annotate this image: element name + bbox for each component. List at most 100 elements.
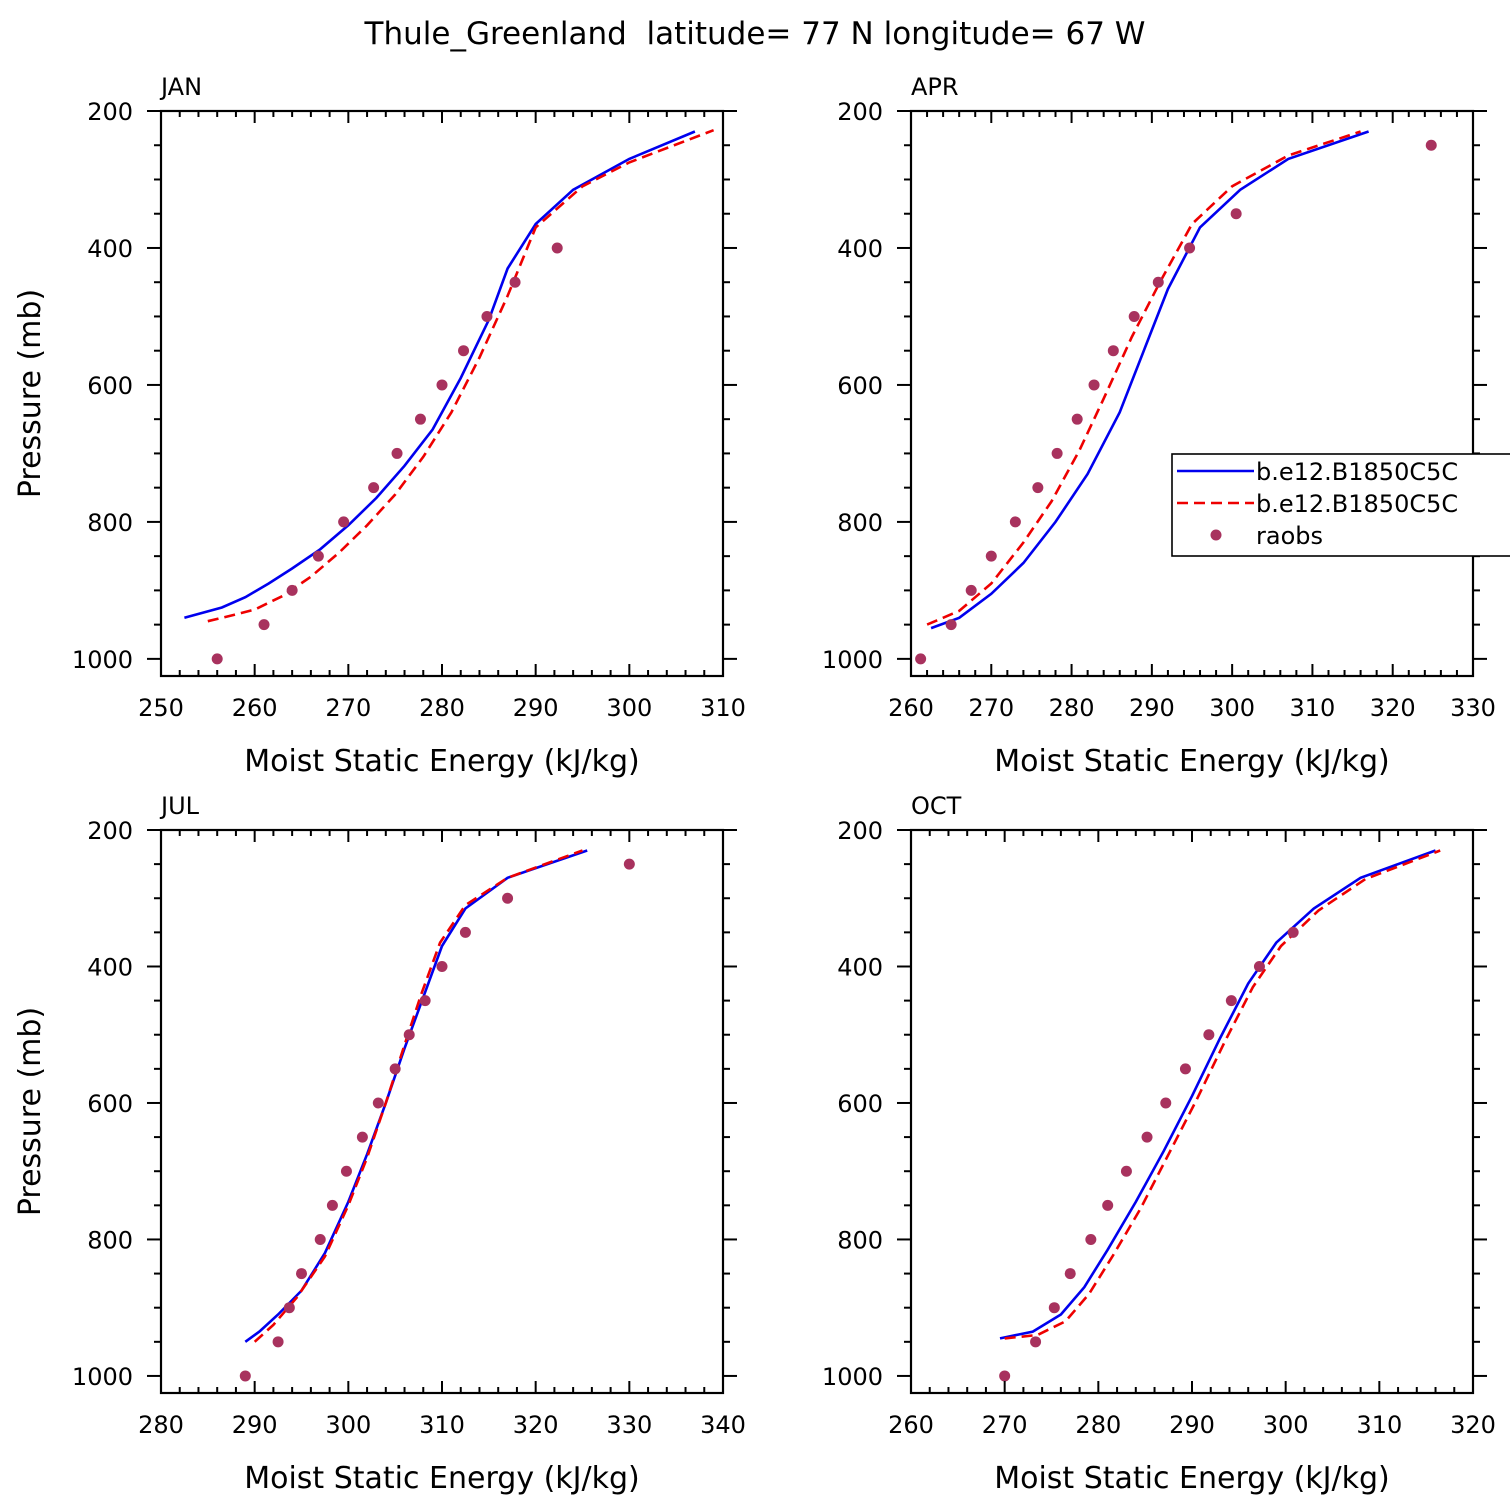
raobs-point (372, 1097, 384, 1109)
raobs-point (1048, 1302, 1060, 1314)
y-tick-label: 400 (837, 235, 883, 263)
raobs-point (391, 447, 403, 459)
y-tick-label: 400 (87, 235, 133, 263)
raobs-markers (999, 926, 1299, 1382)
panel-jan: JAN 250 260 270 280 290 300 310 200 400 600 800 1000… (13, 73, 746, 779)
y-tick-label: 200 (837, 98, 883, 126)
raobs-point (502, 892, 514, 904)
raobs-point (481, 310, 493, 322)
model-line-dashed (207, 128, 715, 623)
raobs-point (1425, 139, 1437, 151)
raobs-point (338, 516, 350, 528)
x-tick-label: 280 (138, 1411, 184, 1439)
y-tick-label: 600 (837, 1090, 883, 1118)
x-tick-label: 290 (232, 1411, 278, 1439)
x-tick-label: 300 (1209, 694, 1255, 722)
raobs-point (326, 1199, 338, 1211)
raobs-point (1107, 345, 1119, 357)
raobs-point (1230, 208, 1242, 220)
x-tick-label: 300 (606, 694, 652, 722)
legend-label: b.e12.B1850C5C (1256, 458, 1458, 486)
raobs-point (1051, 447, 1063, 459)
raobs-point (551, 242, 563, 254)
raobs-point (915, 653, 927, 665)
raobs-point (1253, 960, 1265, 972)
model-line-solid (184, 130, 696, 620)
x-tick-label: 270 (982, 1411, 1028, 1439)
raobs-point (314, 1233, 326, 1245)
raobs-point (1085, 1233, 1097, 1245)
raobs-point (414, 413, 426, 425)
y-tick-label: 400 (87, 953, 133, 981)
y-tick-label: 200 (837, 817, 883, 845)
x-tick-label: 310 (419, 1411, 465, 1439)
panel-label: OCT (911, 792, 962, 820)
raobs-point (1152, 276, 1164, 288)
panels: JAN 250 260 270 280 290 300 310 200 400 600 800 1000… (13, 73, 1496, 1496)
legend: b.e12.B1850C5C b.e12.B1850C5C raobs (1171, 453, 1510, 557)
raobs-point (403, 1029, 415, 1041)
plot-frame (909, 109, 1475, 678)
raobs-point (1009, 516, 1021, 528)
x-axis-label: Moist Static Energy (kJ/kg) (994, 744, 1390, 779)
raobs-point (286, 584, 298, 596)
raobs-markers (211, 242, 563, 665)
y-axis-label: Pressure (mb) (13, 1007, 48, 1216)
x-axis-label: Moist Static Energy (kJ/kg) (244, 744, 640, 779)
y-tick-label: 400 (837, 953, 883, 981)
x-tick-label: 320 (1370, 694, 1416, 722)
raobs-point (1160, 1097, 1172, 1109)
raobs-point (1128, 310, 1140, 322)
raobs-point (458, 345, 470, 357)
raobs-point (211, 653, 223, 665)
raobs-point (965, 584, 977, 596)
panel-label: APR (911, 73, 959, 101)
legend-marker (1210, 529, 1222, 541)
raobs-point (239, 1370, 251, 1382)
raobs-point (999, 1370, 1011, 1382)
raobs-point (258, 619, 270, 631)
raobs-point (1225, 995, 1237, 1007)
figure-title: Thule_Greenland latitude= 77 N longitude… (364, 16, 1146, 52)
x-tick-label: 260 (888, 694, 934, 722)
panel-oct: OCT 260 270 280 290 300 310 320 200 400 600 800 1000… (822, 792, 1496, 1496)
raobs-point (1102, 1199, 1114, 1211)
x-tick-label: 310 (1356, 1411, 1402, 1439)
raobs-point (1184, 242, 1196, 254)
raobs-point (436, 379, 448, 391)
raobs-point (509, 276, 521, 288)
panel-label: JUL (159, 792, 200, 820)
x-tick-label: 290 (513, 694, 559, 722)
x-tick-label: 340 (700, 1411, 746, 1439)
raobs-point (389, 1063, 401, 1075)
y-axis-label: Pressure (mb) (13, 289, 48, 498)
raobs-markers (915, 139, 1437, 665)
x-axis-label: Moist Static Energy (kJ/kg) (244, 1461, 640, 1496)
raobs-point (296, 1268, 307, 1280)
plot-frame (159, 828, 725, 1395)
x-tick-label: 320 (1450, 1411, 1496, 1439)
y-tick-label: 800 (87, 1226, 133, 1254)
model-line-dashed (253, 849, 583, 1343)
raobs-point (945, 619, 957, 631)
y-tick-label: 1000 (822, 1363, 883, 1391)
model-line-dashed (926, 130, 1362, 626)
raobs-point (272, 1336, 284, 1348)
panel-jul: JUL 280 290 300 310 320 330 340 200 400 600 800 1000… (13, 792, 746, 1496)
x-tick-label: 310 (700, 694, 746, 722)
x-tick-label: 300 (1263, 1411, 1309, 1439)
x-tick-label: 260 (888, 1411, 934, 1439)
x-tick-label: 270 (325, 694, 371, 722)
model-line-solid (244, 849, 588, 1343)
x-tick-label: 310 (1290, 694, 1336, 722)
raobs-point (1088, 379, 1100, 391)
raobs-point (1203, 1029, 1215, 1041)
raobs-point (1120, 1165, 1132, 1177)
y-tick-label: 800 (87, 509, 133, 537)
x-tick-label: 280 (1049, 694, 1095, 722)
x-tick-label: 300 (325, 1411, 371, 1439)
y-tick-label: 600 (87, 1090, 133, 1118)
y-tick-label: 1000 (72, 646, 133, 674)
raobs-point (436, 960, 448, 972)
raobs-point (985, 550, 997, 562)
